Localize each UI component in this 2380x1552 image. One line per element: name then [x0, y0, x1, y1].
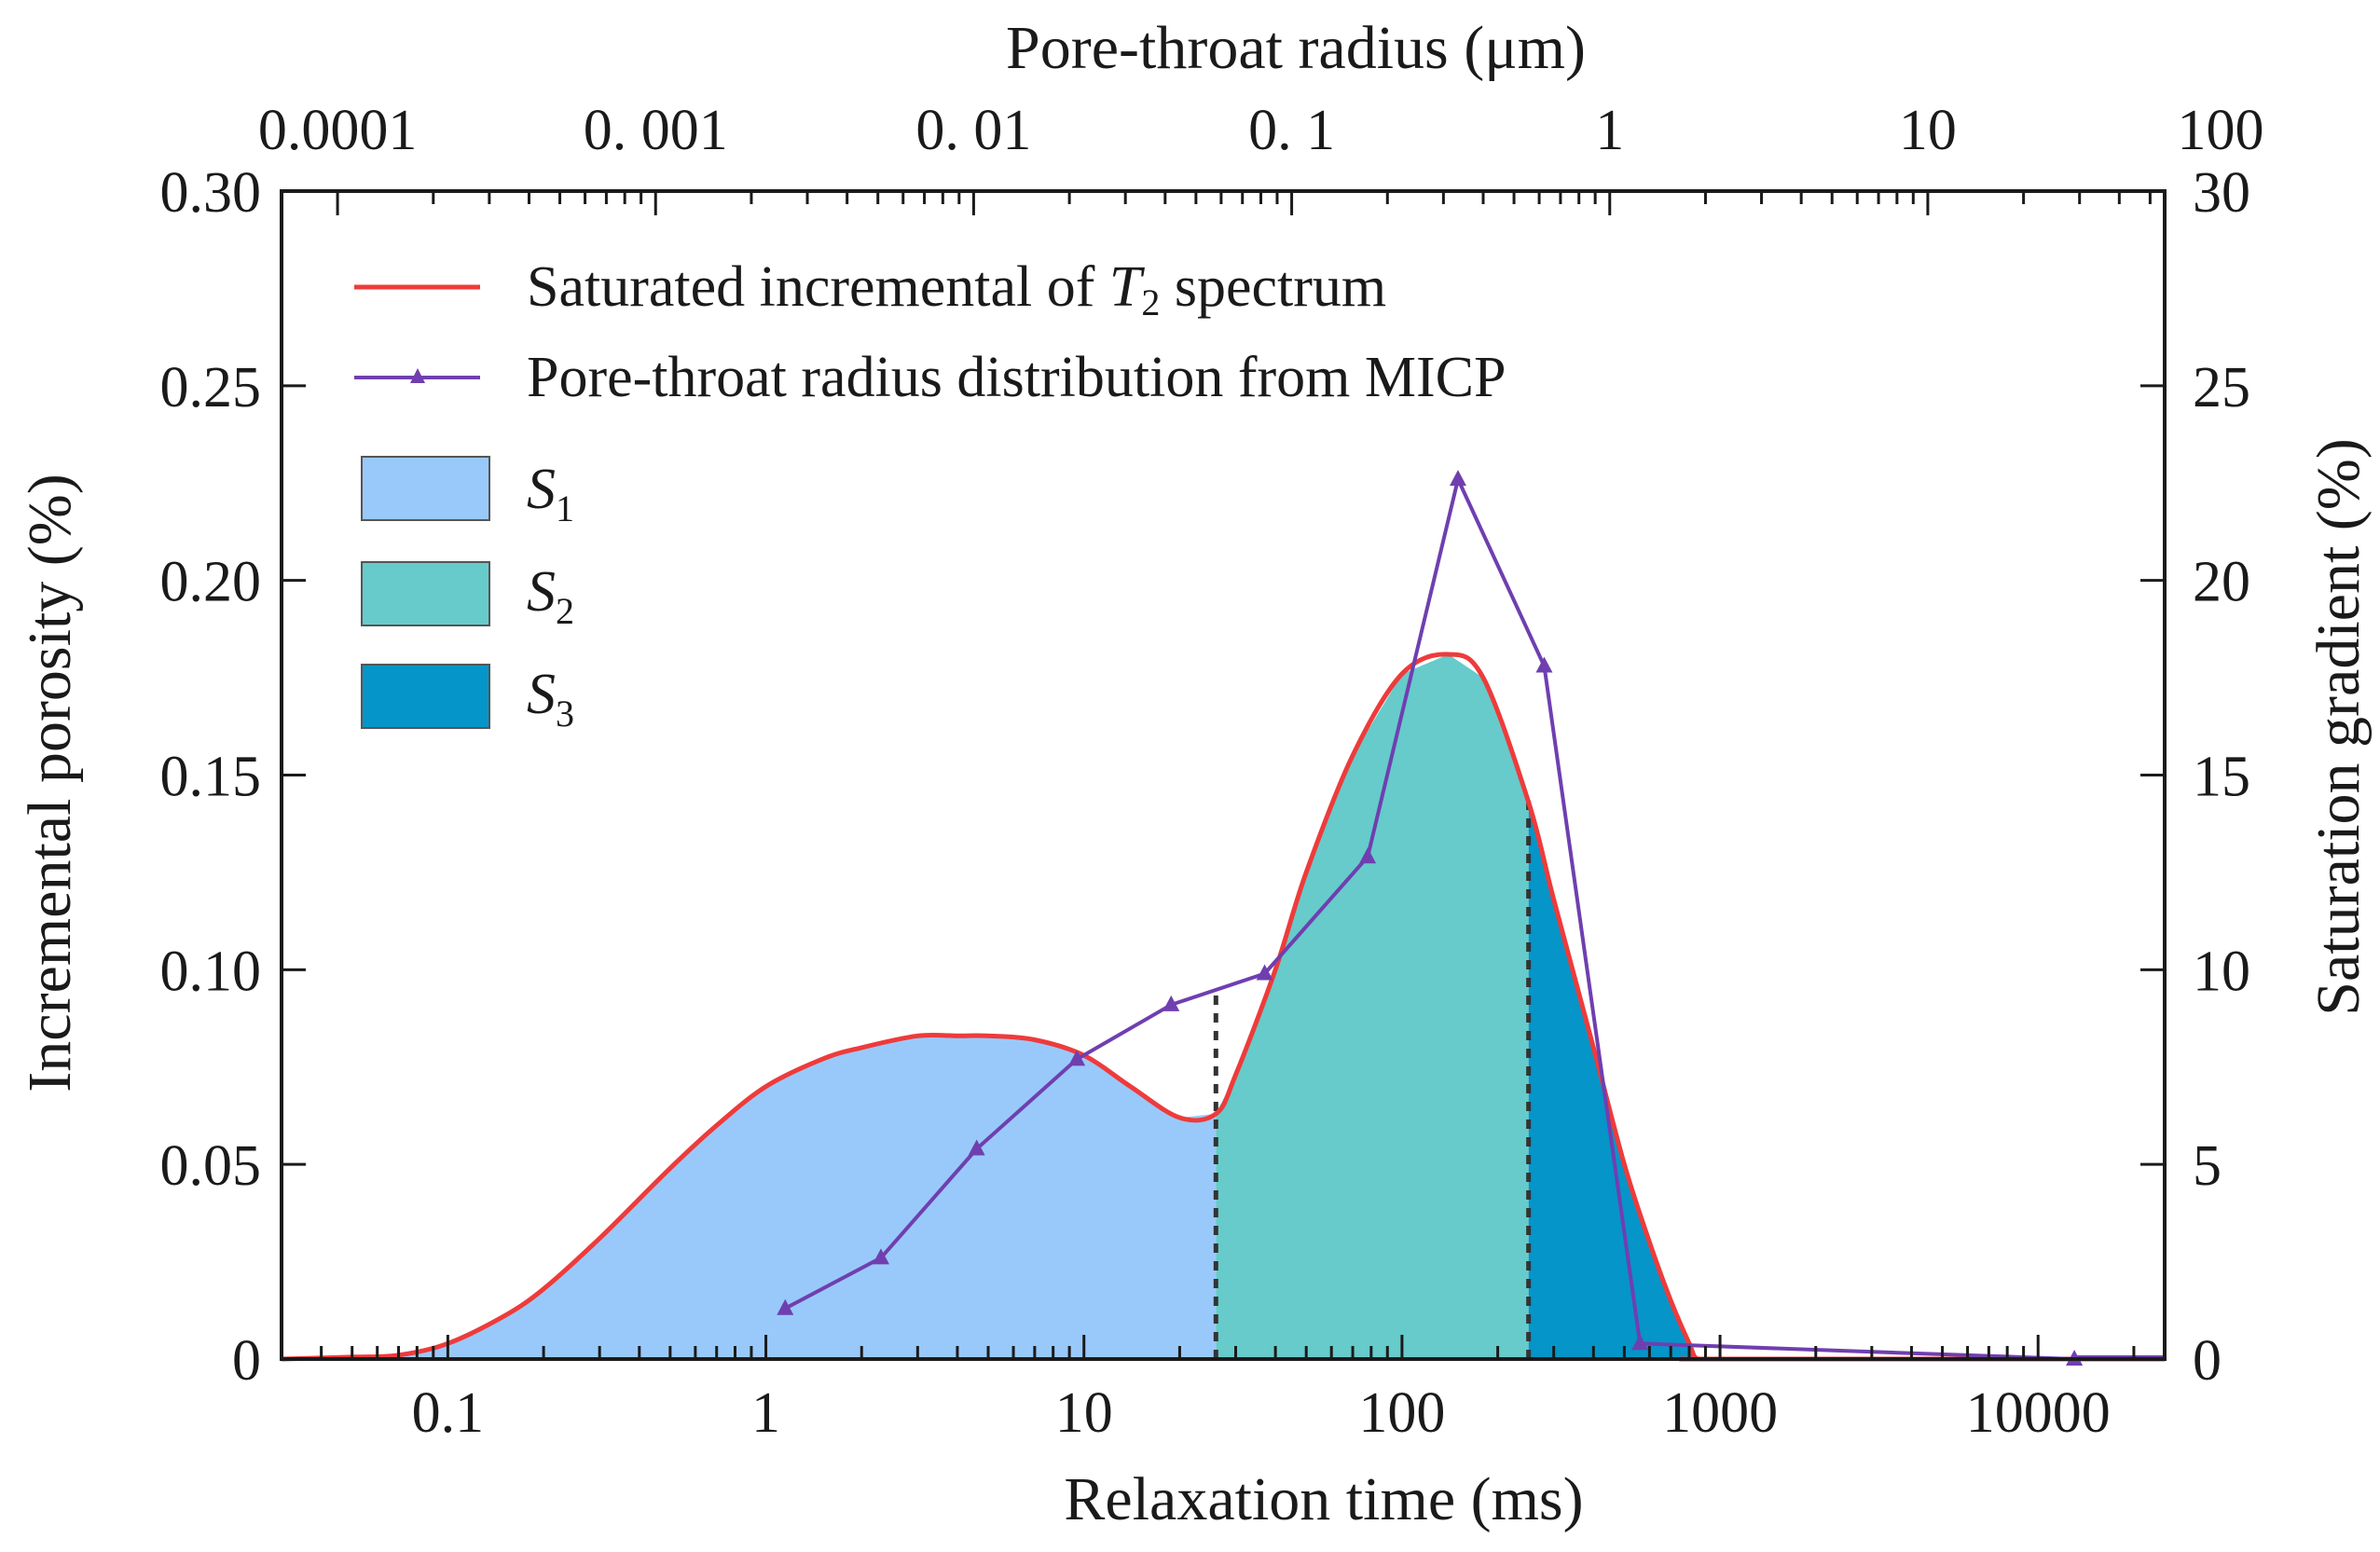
y-right-tick-label: 10 — [2193, 940, 2250, 1003]
x-bottom-tick-label: 1000 — [1662, 1381, 1778, 1445]
region-dividers — [1213, 794, 1532, 1359]
y-left-tick-label: 0.15 — [160, 746, 262, 809]
x-top-tick-label: 0. 001 — [584, 99, 728, 162]
region-s3 — [1528, 802, 1721, 1359]
legend-micp-marker — [410, 368, 425, 383]
x-bottom-tick-label: 0.1 — [412, 1381, 485, 1445]
shaded-regions — [282, 654, 1721, 1359]
micp-point — [968, 1139, 985, 1156]
y-axis-title-right: Saturation gradient (%) — [2304, 438, 2373, 1015]
y-left-tick-label: 0.25 — [160, 356, 262, 419]
x-bottom-tick-label: 1 — [751, 1381, 780, 1445]
x-top-tick-label: 0.0001 — [258, 99, 418, 162]
micp-point — [872, 1248, 889, 1265]
axis-ticks — [280, 189, 2165, 1361]
legend-s1-swatch — [361, 456, 490, 521]
micp-point — [1449, 470, 1466, 487]
t2-spectrum-line — [281, 652, 2165, 1362]
legend-s2-label: S2 — [527, 560, 574, 632]
x-top-tick-label: 0. 1 — [1248, 99, 1335, 162]
y-left-tick-label: 0 — [232, 1329, 261, 1393]
x-axis-title-top: Pore-throat radius (μm) — [1006, 14, 1586, 82]
x-top-tick-label: 0. 01 — [915, 99, 1031, 162]
x-bottom-tick-label: 10 — [1055, 1381, 1113, 1445]
legend-s3-swatch — [361, 664, 490, 729]
micp-point — [1162, 995, 1180, 1011]
y-left-tick-label: 0.10 — [160, 940, 262, 1003]
legend: Saturated incremental of T2 spectrum Por… — [354, 255, 1506, 735]
y-right-tick-label: 20 — [2193, 551, 2250, 614]
micp-point — [1256, 964, 1273, 981]
x-top-tick-label: 1 — [1595, 99, 1624, 162]
legend-s3-label: S3 — [527, 663, 574, 735]
y-left-tick-label: 0.30 — [160, 161, 262, 225]
micp-point — [1631, 1334, 1649, 1351]
y-axis-title-left: Incremental porosity (%) — [16, 474, 84, 1092]
micp-point — [777, 1298, 794, 1315]
legend-t2-label: Saturated incremental of T2 spectrum — [527, 255, 1386, 323]
legend-micp-label: Pore-throat radius distribution from MIC… — [527, 346, 1506, 409]
y-right-tick-label: 5 — [2193, 1134, 2222, 1198]
y-right-tick-label: 15 — [2193, 746, 2250, 809]
region-s2 — [1216, 654, 1529, 1359]
micp-point — [1535, 656, 1553, 673]
region-s1 — [282, 1036, 1217, 1359]
legend-s2-swatch — [361, 561, 490, 626]
x-axis-title-bottom: Relaxation time (ms) — [1064, 1465, 1583, 1533]
y-left-tick-label: 0.20 — [160, 551, 262, 614]
x-bottom-tick-label: 100 — [1358, 1381, 1445, 1445]
x-top-tick-label: 10 — [1899, 99, 1957, 162]
y-right-tick-label: 0 — [2193, 1329, 2222, 1393]
micp-point — [1359, 847, 1377, 864]
y-right-tick-label: 30 — [2193, 161, 2250, 225]
legend-s1-label: S1 — [527, 458, 574, 529]
y-right-tick-label: 25 — [2193, 356, 2250, 419]
y-left-tick-label: 0.05 — [160, 1134, 262, 1198]
micp-point — [1068, 1050, 1086, 1066]
x-bottom-tick-label: 10000 — [1966, 1381, 2111, 1445]
x-top-tick-label: 100 — [2178, 99, 2264, 162]
